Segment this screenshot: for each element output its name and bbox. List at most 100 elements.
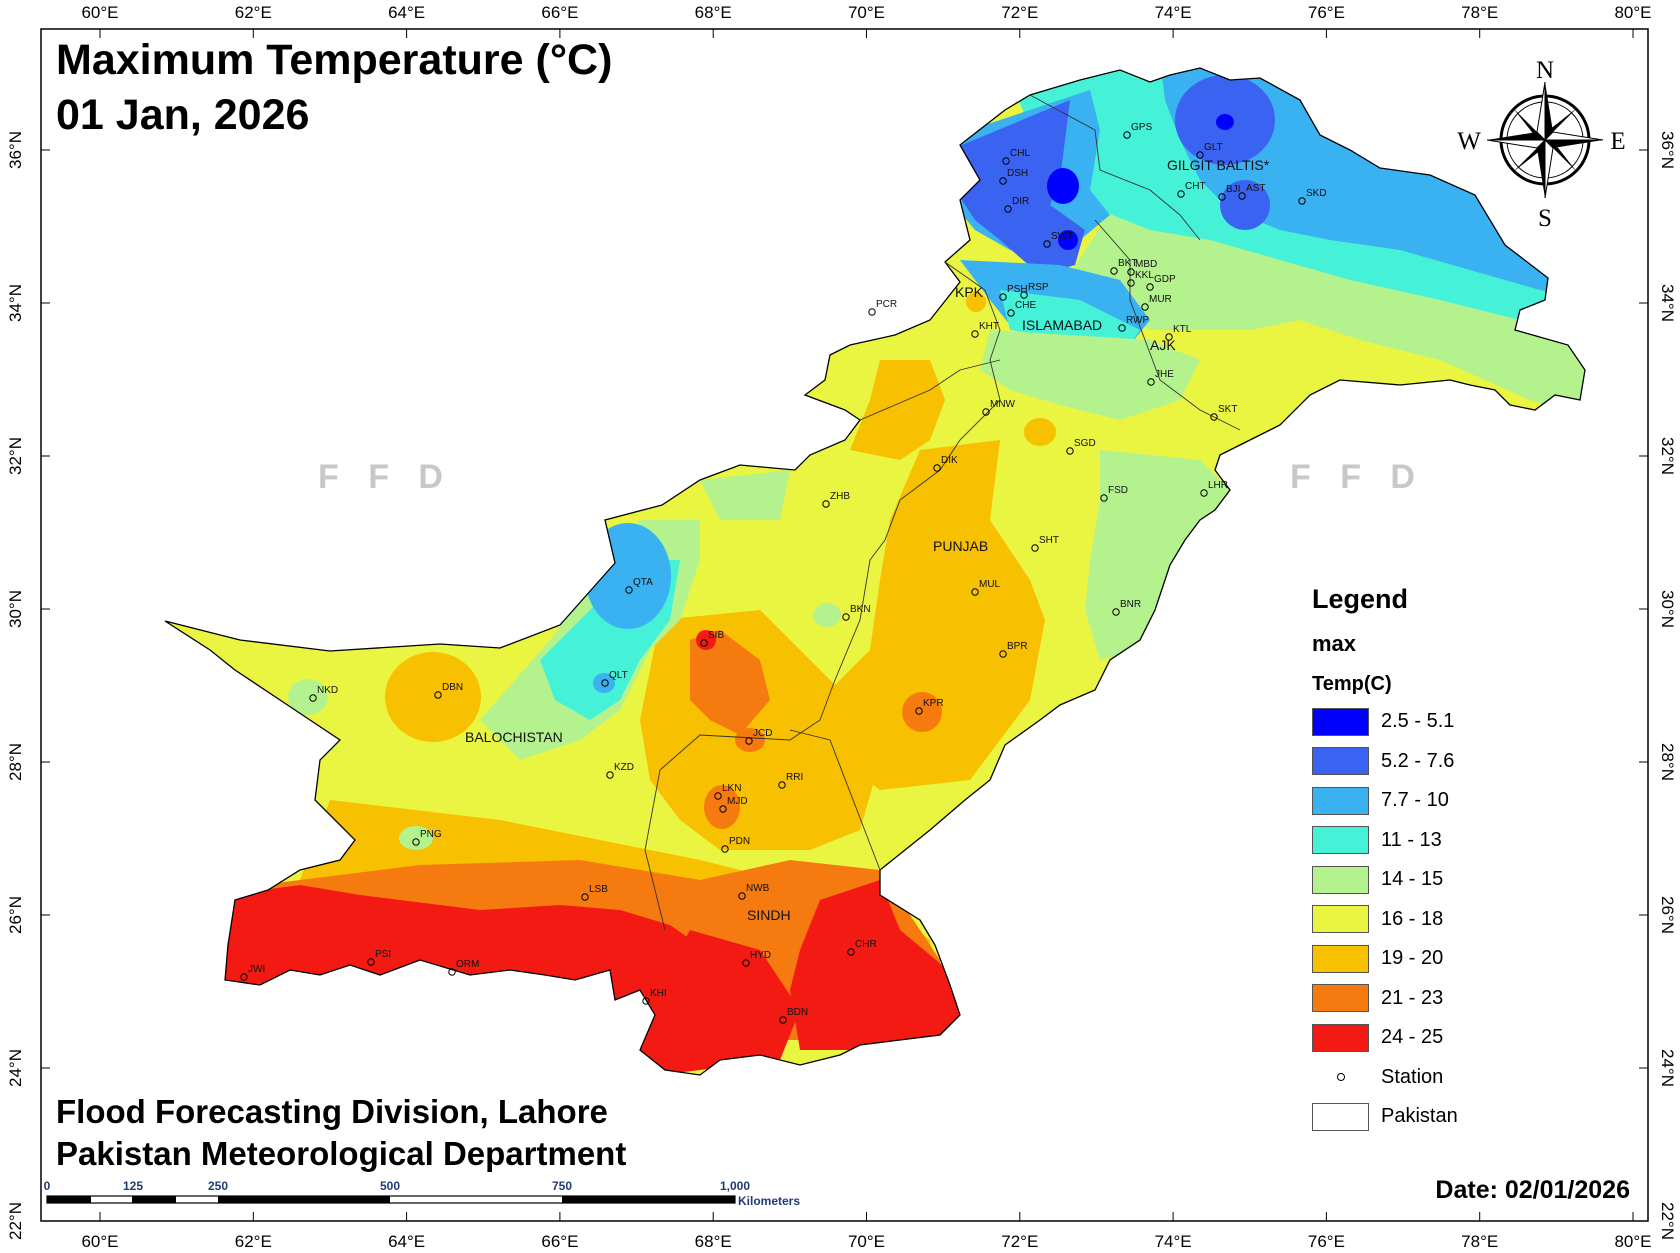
station-marker: [1043, 240, 1051, 248]
station-label: SHT: [1039, 535, 1059, 546]
lat-tick-label: 22°N: [6, 1202, 25, 1240]
lat-tick-label: 26°N: [6, 896, 25, 934]
station-marker: [915, 707, 923, 715]
station-label: HYD: [750, 950, 771, 961]
station-marker: [1112, 608, 1120, 616]
station-marker: [1004, 205, 1012, 213]
station-label: MNW: [990, 399, 1016, 410]
station-label: LKN: [722, 783, 741, 794]
station-marker: [1031, 544, 1039, 552]
lon-tick-label: 72°E: [1001, 3, 1038, 22]
legend-class: 16 - 18: [1312, 900, 1552, 940]
station-icon: [1312, 1063, 1369, 1091]
station-marker: [868, 308, 876, 316]
legend-unit: Temp(C): [1312, 673, 1392, 695]
lat-tick-label: 30°N: [6, 590, 25, 628]
credit-pmd: Pakistan Meteorological Department: [56, 1135, 627, 1172]
station-label: PCR: [876, 299, 897, 310]
watermark-left: F F D: [318, 458, 453, 496]
station-label: MUR: [1149, 294, 1172, 305]
station-marker: [1196, 151, 1204, 159]
station-label: RWP: [1126, 315, 1149, 326]
legend-title: Legend: [1312, 584, 1409, 614]
station-marker: [999, 177, 1007, 185]
region-label-islamabad: ISLAMABAD: [1022, 317, 1102, 333]
station-marker: [971, 330, 979, 338]
legend-class-label: 24 - 25: [1381, 1026, 1444, 1049]
region-label-sindh: SINDH: [747, 907, 791, 923]
station-marker: [999, 293, 1007, 301]
station-label: PSI: [375, 949, 391, 960]
station-marker: [1141, 303, 1149, 311]
lon-tick-label: 64°E: [388, 1232, 425, 1251]
lon-tick-label: 76°E: [1308, 1232, 1345, 1251]
station-label: MBD: [1135, 259, 1157, 270]
scale-label: 1,000: [720, 1179, 750, 1193]
station-marker: [1177, 190, 1185, 198]
station-label: NKD: [317, 685, 338, 696]
legend-class-label: 16 - 18: [1381, 907, 1444, 930]
legend-swatch: [1312, 905, 1369, 934]
legend-swatch: [1312, 707, 1369, 736]
graticule-ticks: 60°E 60°E 62°E 62°E 64°E 64°E 66°E 66°E 68°E 68°E…: [6, 3, 1677, 1251]
legend-class: 2.5 - 5.1: [1312, 702, 1552, 742]
legend-class-label: 11 - 13: [1381, 828, 1442, 851]
station-marker: [581, 893, 589, 901]
legend-class-label: 2.5 - 5.1: [1381, 710, 1455, 733]
lon-tick-label: 74°E: [1155, 3, 1192, 22]
station-label: PSH: [1007, 284, 1028, 295]
station-marker: [448, 968, 456, 976]
legend: Legend max Temp(C) 2.5 - 5.1 5.2 - 7.6 7.7…: [1312, 584, 1552, 1137]
scale-label: 500: [380, 1179, 400, 1193]
station-marker: [1127, 279, 1135, 287]
lon-tick-label: 62°E: [235, 3, 272, 22]
station-marker: [822, 500, 830, 508]
scale-label: 0: [44, 1179, 51, 1193]
map-title: Maximum Temperature (°C): [56, 36, 613, 84]
station-marker: [1123, 131, 1131, 139]
lat-tick-label: 32°N: [1658, 437, 1677, 475]
station-label: KHI: [650, 988, 667, 999]
lat-tick-label: 32°N: [6, 437, 25, 475]
legend-swatch: [1312, 984, 1369, 1013]
lon-tick-label: 60°E: [81, 1232, 118, 1251]
station-label: KKL: [1135, 270, 1154, 281]
region-label-kpk: KPK: [955, 284, 984, 300]
station-marker: [309, 694, 317, 702]
legend-station-label: Station: [1381, 1065, 1444, 1088]
country-swatch: [1312, 1102, 1369, 1131]
lon-tick-label: 80°E: [1614, 1232, 1651, 1251]
station-label: QLT: [609, 670, 628, 681]
station-label: CHR: [855, 939, 877, 950]
lat-tick-label: 34°N: [6, 284, 25, 322]
legend-class-label: 14 - 15: [1381, 868, 1444, 891]
lat-tick-label: 28°N: [1658, 743, 1677, 781]
station-label: KZD: [614, 762, 634, 773]
scale-unit: Kilometers: [738, 1194, 800, 1208]
legend-classes: 2.5 - 5.1 5.2 - 7.6 7.7 - 10 11 - 13 14 - 15…: [1312, 702, 1552, 1058]
station-marker: [1146, 283, 1154, 291]
station-label: JWI: [248, 964, 265, 975]
lon-tick-label: 66°E: [541, 1232, 578, 1251]
station-label: AST: [1246, 183, 1265, 194]
station-label: JCD: [753, 728, 772, 739]
station-label: KTL: [1173, 324, 1192, 335]
legend-country-label: Pakistan: [1381, 1105, 1458, 1128]
lon-tick-label: 70°E: [848, 1232, 885, 1251]
lat-tick-label: 28°N: [6, 743, 25, 781]
lat-tick-label: 26°N: [1658, 896, 1677, 934]
legend-class-label: 7.7 - 10: [1381, 789, 1449, 812]
station-marker: [606, 771, 614, 779]
legend-class: 14 - 15: [1312, 860, 1552, 900]
station-marker: [738, 892, 746, 900]
station-label: PDN: [729, 836, 750, 847]
station-marker: [1298, 197, 1306, 205]
station-marker: [742, 959, 750, 967]
station-marker: [1002, 157, 1010, 165]
station-marker: [721, 845, 729, 853]
lat-tick-label: 22°N: [1658, 1202, 1677, 1240]
lat-tick-label: 36°N: [1658, 131, 1677, 169]
station-label: RRI: [786, 772, 803, 783]
station-marker: [982, 408, 990, 416]
